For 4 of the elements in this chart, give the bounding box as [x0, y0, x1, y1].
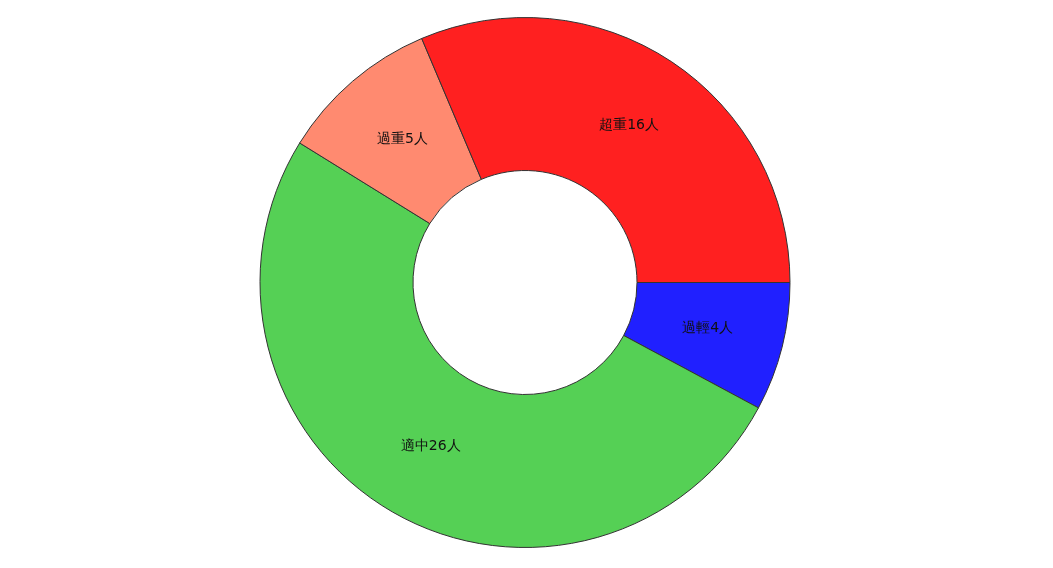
slice-label: 過重5人: [376, 130, 428, 147]
slice-label: 超重16人: [599, 116, 660, 133]
slice-label: 適中26人: [400, 436, 461, 453]
slice-label: 過輕4人: [682, 319, 734, 336]
